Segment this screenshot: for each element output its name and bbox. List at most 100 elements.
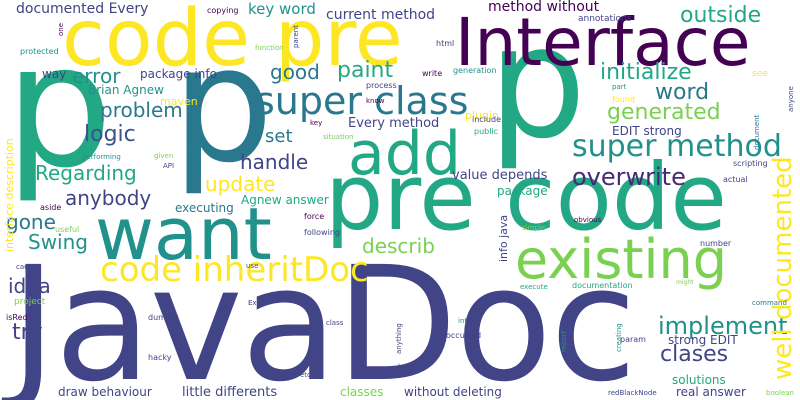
word-handle: handle <box>240 150 309 174</box>
word-simple: simple <box>522 224 546 232</box>
word-every-method: Every method <box>348 116 440 131</box>
word-code-inheritdoc: code inheritDoc <box>100 250 369 290</box>
word-redblacknode: redBlackNode <box>608 389 657 397</box>
word-useful: useful <box>55 225 80 234</box>
word-swing: Swing <box>28 230 88 254</box>
word-performing: performing <box>82 153 121 161</box>
word-execute: execute <box>520 283 548 291</box>
word-logic: logic <box>84 122 136 147</box>
word-package: package <box>497 184 548 198</box>
word-initialize: initialize <box>600 60 692 85</box>
word-protected: protected <box>20 47 59 56</box>
word-see: see <box>752 69 768 79</box>
word-int: int <box>458 317 468 325</box>
word-actual: actual <box>723 175 748 184</box>
word-paint: paint <box>337 58 394 83</box>
word-write: write <box>422 69 443 78</box>
word-given: given <box>154 152 174 160</box>
word-project: project <box>14 297 46 307</box>
word-force: force <box>304 212 325 221</box>
word-without-deleting: without deleting <box>404 385 502 399</box>
word-add: add <box>348 119 461 189</box>
word-html: html <box>436 39 455 48</box>
word-number: number <box>700 239 732 248</box>
word-occurred: occurred <box>446 331 482 340</box>
word-dummy: dummy <box>148 313 179 322</box>
word-strong-edit: strong EDIT <box>668 333 738 347</box>
word-class: class <box>326 319 344 327</box>
word-etc: etc <box>300 371 311 379</box>
word-regarding: Regarding <box>35 161 137 185</box>
word-problem: problem <box>100 98 183 122</box>
word-p-right: p <box>488 0 587 173</box>
word-javadoc: JavaDoc <box>10 233 637 400</box>
word-executing: executing <box>175 201 234 215</box>
word-documented-every: documented Every <box>16 1 149 17</box>
word-api: API <box>163 162 175 170</box>
word-method-without: method without <box>488 0 600 15</box>
word-classes: classes <box>340 385 384 399</box>
word-copying: copying <box>207 6 239 15</box>
word-draw-behaviour: draw behaviour <box>58 385 152 399</box>
word-scripting: scripting <box>733 159 768 168</box>
word-update: update <box>205 172 276 196</box>
word-obvious: obvious <box>574 216 602 224</box>
word-plugin: plugin <box>465 109 500 122</box>
word-anybody: anybody <box>65 186 152 210</box>
word-solutions: solutions <box>672 373 726 387</box>
word-package-info: package info <box>140 67 217 81</box>
word-know: know <box>366 97 385 105</box>
word-p-middle: p <box>172 11 274 198</box>
word-exit: Exit <box>248 299 262 307</box>
word-value-depends: value depends <box>452 168 548 183</box>
word-real-answer: real answer <box>676 385 746 399</box>
word-process: process <box>366 81 397 90</box>
word-little-differents: little differents <box>182 385 278 400</box>
word-interface: Interface <box>455 4 751 81</box>
word-isred: isRed <box>6 313 28 322</box>
word-might: might <box>676 279 694 286</box>
word-function: function <box>255 44 284 52</box>
word-p-left: p <box>5 8 113 206</box>
word-good: good <box>270 60 320 84</box>
word-boolean: boolean <box>766 389 794 397</box>
word-brian-agnew: Brian Agnew <box>88 83 164 97</box>
word-try: try <box>12 320 43 345</box>
word-document: document <box>753 114 761 150</box>
word-key-word: key word <box>248 0 316 18</box>
word-want: want <box>95 192 272 276</box>
word-implement: implement <box>658 312 788 340</box>
word-agnew-answer: Agnew answer <box>241 193 329 207</box>
word-info-java: info java <box>497 214 510 262</box>
word-anything: anything <box>395 323 403 354</box>
word-gone: gone <box>6 210 56 234</box>
word-idea: idea <box>8 274 51 298</box>
word-error: error <box>72 64 121 88</box>
word-aside: aside <box>40 203 62 212</box>
word-code-pre: code pre <box>62 0 403 84</box>
word-word: word <box>655 80 710 105</box>
word-hacky: hacky <box>148 353 172 362</box>
word-one: one <box>57 22 65 36</box>
word-outside: outside <box>680 3 762 28</box>
word-generation: generation <box>453 66 497 75</box>
word-build: build <box>398 363 416 371</box>
word-way: way <box>42 67 67 81</box>
word-anyone: anyone <box>787 86 795 112</box>
word-param: param <box>620 335 646 344</box>
word-super-class: super class <box>255 79 469 123</box>
word-well-documented: well documented <box>768 156 798 380</box>
word-use: use <box>246 262 259 270</box>
word-found: found <box>612 95 635 104</box>
word-generated: generated <box>607 100 721 125</box>
word-annotations: annotations <box>578 14 632 24</box>
word-report: report <box>560 330 568 352</box>
word-parent: parent <box>292 25 300 48</box>
word-overwrite: overwrite <box>572 163 686 191</box>
word-cause: cause <box>16 263 37 271</box>
word-situation: situation <box>323 133 354 141</box>
word-existing: existing <box>515 228 728 291</box>
word-command: command <box>752 299 787 307</box>
word-edit-strong: EDIT strong <box>612 124 682 138</box>
